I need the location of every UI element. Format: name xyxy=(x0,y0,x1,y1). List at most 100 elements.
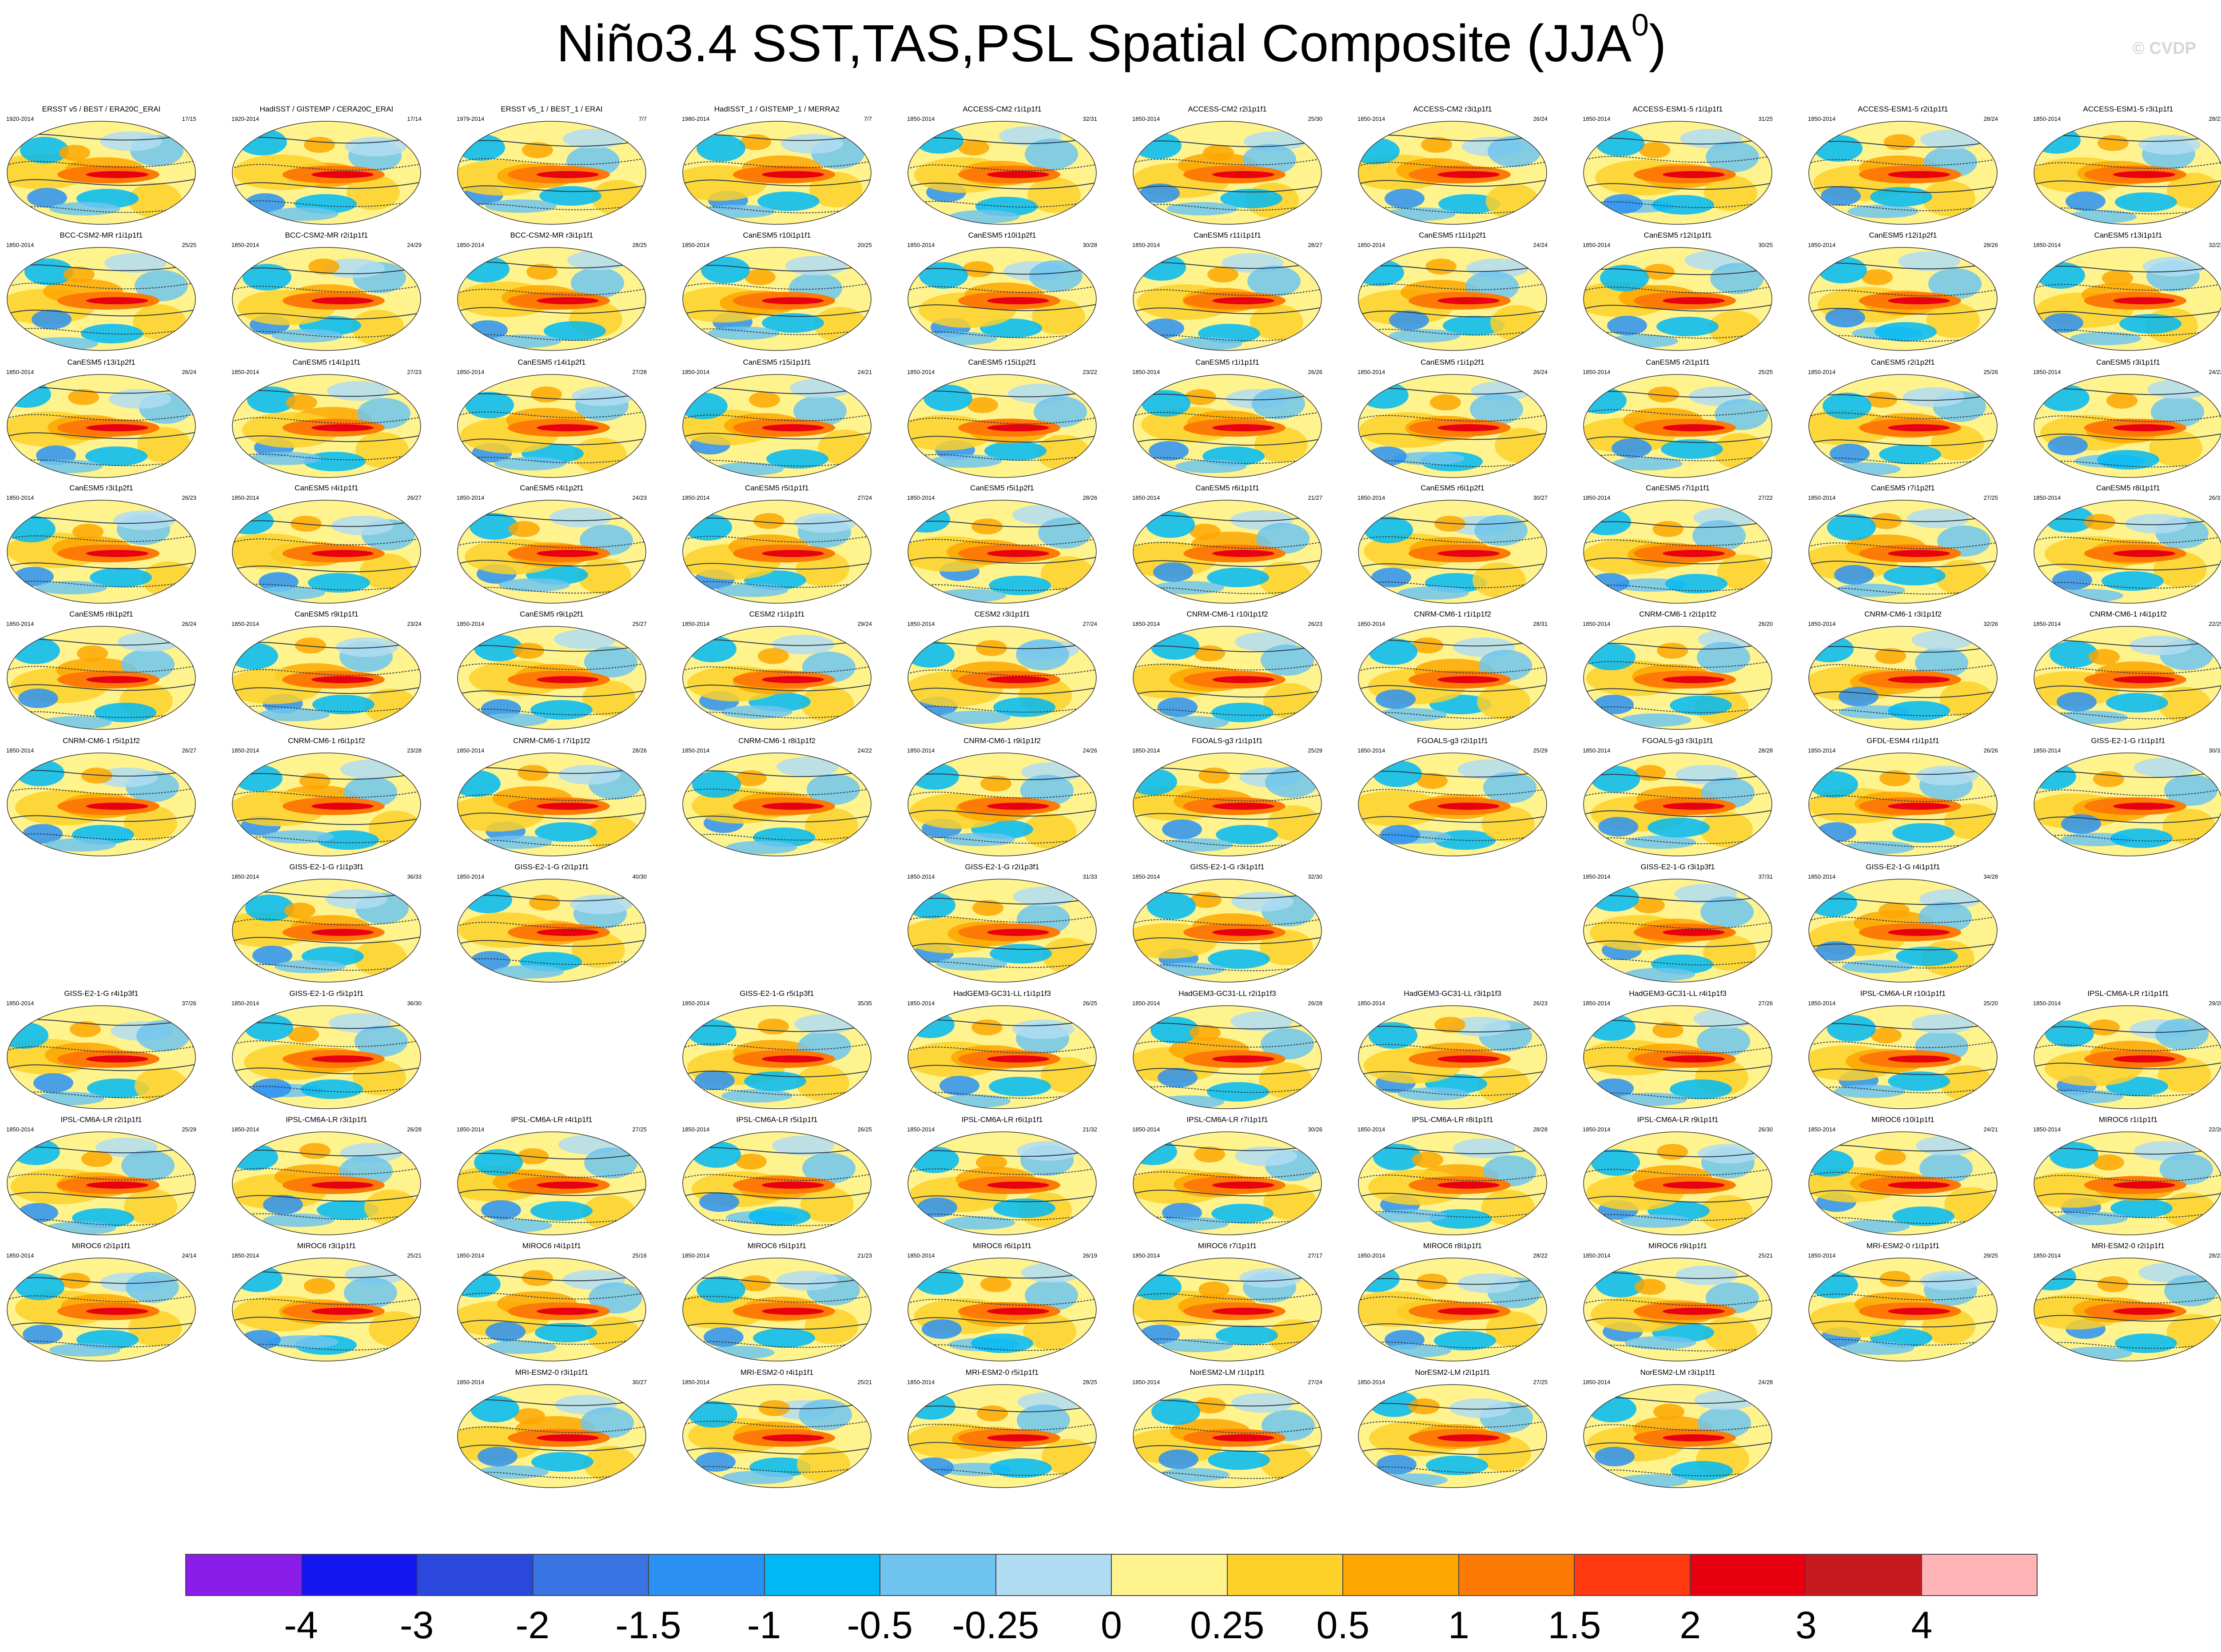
psl-contour xyxy=(1133,919,1321,926)
psl-contour xyxy=(1584,1317,1772,1325)
anomaly-patch xyxy=(1594,695,1634,714)
psl-contour xyxy=(232,1040,421,1047)
enso-core xyxy=(1212,424,1274,431)
anomaly-patch xyxy=(458,134,505,161)
map-plot xyxy=(7,374,196,478)
anomaly-patch xyxy=(1809,410,1893,445)
map-outline xyxy=(2034,1005,2221,1109)
map-panel: CanESM5 r12i1p2f1 1850-2014 28/26 xyxy=(1805,231,2001,353)
anomaly-patch xyxy=(984,441,1047,461)
map-outline xyxy=(7,626,196,730)
anomaly-patch xyxy=(688,1019,736,1046)
anomaly-patch xyxy=(1715,399,1768,430)
anomaly-patch xyxy=(522,142,553,158)
psl-contour xyxy=(458,663,646,670)
map-outline xyxy=(2034,247,2221,351)
panel-years: 1850-2014 xyxy=(1808,747,1836,754)
anomaly-patch xyxy=(478,1447,517,1466)
map-outline xyxy=(908,121,1097,225)
anomaly-patch xyxy=(1231,892,1294,912)
anomaly-patch xyxy=(1926,303,1980,338)
anomaly-patch xyxy=(572,932,625,968)
panel-years: 1850-2014 xyxy=(907,494,935,501)
panel-count: 23/24 xyxy=(407,621,422,627)
panel-count: 30/27 xyxy=(1533,494,1548,501)
anomaly-patch xyxy=(1376,1209,1447,1222)
enso-core xyxy=(1212,297,1274,304)
panel-count: 26/26 xyxy=(1983,747,1998,754)
map-panel: CanESM5 r7i1p1f1 1850-2014 27/22 xyxy=(1580,484,1775,606)
panel-count: 26/28 xyxy=(1308,1000,1322,1007)
anomaly-patch xyxy=(796,1065,849,1101)
anomaly-patch xyxy=(81,768,112,784)
anomaly-patch xyxy=(1635,1279,1666,1295)
psl-contour xyxy=(908,1064,1096,1072)
psl-contour xyxy=(232,417,421,424)
enso-core xyxy=(86,424,148,431)
panel-years: 1850-2014 xyxy=(2033,1252,2061,1259)
anomaly-patch xyxy=(2134,758,2196,777)
map-panel: GISS-E2-1-G r5i1p3f1 1850-2014 35/35 xyxy=(679,989,875,1111)
panel-count: 20/25 xyxy=(857,242,872,248)
panel-years: 1850-2014 xyxy=(457,873,485,880)
psl-contour xyxy=(1809,186,1997,193)
anomaly-patch xyxy=(1907,509,1969,528)
panel-years: 1850-2014 xyxy=(6,242,34,248)
anomaly-patch xyxy=(535,1323,597,1342)
psl-contour xyxy=(1358,1421,1547,1428)
panel-title: GFDL-ESM4 r1i1p1f1 xyxy=(1867,736,1939,745)
anomaly-patch xyxy=(549,508,612,527)
anomaly-patch xyxy=(570,895,632,914)
psl-contour xyxy=(683,562,871,570)
anomaly-patch xyxy=(1815,941,1855,961)
anomaly-patch xyxy=(238,129,287,155)
anomaly-patch xyxy=(1038,517,1091,549)
panel-count: 30/27 xyxy=(632,1379,647,1385)
panel-title: CanESM5 r2i1p1f1 xyxy=(1646,358,1710,366)
panel-count: 26/27 xyxy=(407,494,422,501)
anomaly-patch xyxy=(104,253,167,273)
panel-years: 1850-2014 xyxy=(457,242,485,248)
psl-contour xyxy=(1584,539,1772,546)
anomaly-patch xyxy=(776,757,839,776)
panel-title: CNRM-CM6-1 r9i1p1f2 xyxy=(963,736,1041,745)
anomaly-patch xyxy=(529,895,560,911)
map-panel: CanESM5 r1i1p1f1 1850-2014 26/26 xyxy=(1130,358,1325,480)
enso-core xyxy=(987,803,1049,810)
anomaly-patch xyxy=(1657,1144,1688,1160)
anomaly-patch xyxy=(1034,396,1087,427)
panel-years: 1920-2014 xyxy=(6,115,34,122)
anomaly-patch xyxy=(2102,270,2133,286)
anomaly-patch xyxy=(526,264,557,280)
anomaly-patch xyxy=(807,774,860,805)
map-panel: IPSL-CM6A-LR r7i1p1f1 1850-2014 30/26 xyxy=(1130,1115,1325,1238)
colorbar-box xyxy=(1690,1555,1806,1595)
anomaly-patch xyxy=(1020,775,1074,806)
panel-years: 1850-2014 xyxy=(907,242,935,248)
map-panel: BCC-CSM2-MR r1i1p1f1 1850-2014 25/25 xyxy=(4,231,199,353)
anomaly-patch xyxy=(18,689,58,708)
psl-contour xyxy=(232,163,421,171)
panel-count: 30/31 xyxy=(2209,747,2221,754)
psl-contour xyxy=(458,158,646,165)
anomaly-patch xyxy=(2066,191,2106,211)
map-panel: CanESM5 r1i1p2f1 1850-2014 26/24 xyxy=(1355,358,1550,480)
panel-title: BCC-CSM2-MR r2i1p1f1 xyxy=(285,231,368,239)
map-plot xyxy=(457,626,646,730)
psl-contour xyxy=(1584,1065,1772,1072)
psl-contour xyxy=(908,687,1096,695)
anomaly-patch xyxy=(1634,897,1665,913)
enso-core xyxy=(86,1308,148,1315)
anomaly-patch xyxy=(121,1150,175,1181)
anomaly-patch xyxy=(1425,259,1457,275)
panel-years: 1850-2014 xyxy=(231,369,259,375)
anomaly-patch xyxy=(126,1272,179,1303)
anomaly-patch xyxy=(77,645,108,661)
anomaly-patch xyxy=(1875,322,1937,342)
psl-contour xyxy=(2034,1211,2221,1218)
anomaly-patch xyxy=(1898,251,1960,271)
psl-contour xyxy=(908,791,1096,799)
anomaly-patch xyxy=(2052,1090,2123,1103)
anomaly-patch xyxy=(304,137,335,153)
panel-title: ERSST v5_1 / BEST_1 / ERAI xyxy=(501,105,603,113)
